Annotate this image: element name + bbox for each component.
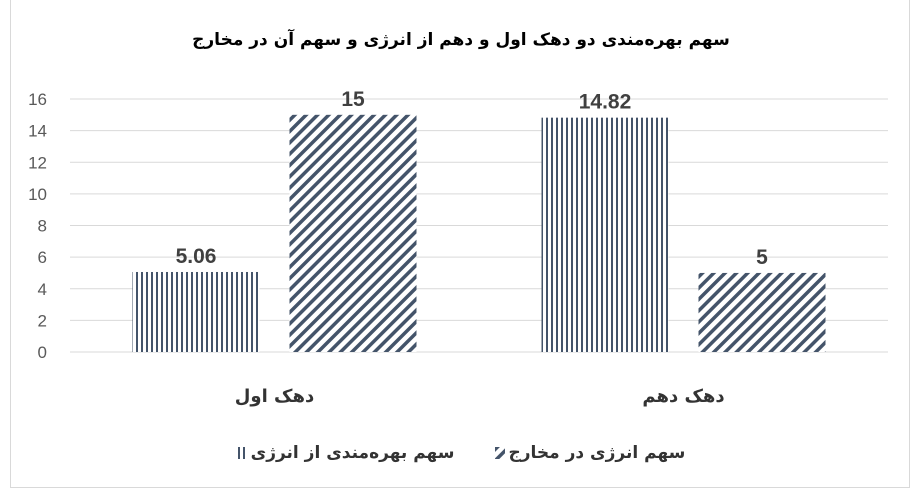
bar [541, 117, 669, 352]
data-label: 5.06 [176, 245, 217, 268]
bar [698, 272, 826, 352]
y-tick-label: 10 [28, 185, 47, 204]
y-tick-label: 14 [28, 122, 47, 141]
chart-title: سهم بهره‌مندی دو دهک اول و دهم از انرژی … [192, 30, 730, 50]
data-label: 15 [341, 88, 365, 111]
legend-label: سهم انرژی در مخارج [508, 443, 686, 463]
legend-item-series-1: سهم بهره‌مندی از انرژی [236, 443, 455, 463]
y-tick-label: 12 [28, 153, 47, 172]
diagonal-pattern-swatch-icon [494, 447, 505, 459]
data-label: 5 [756, 246, 768, 269]
y-tick-label: 4 [38, 280, 47, 299]
x-category-label: دهک دهم [642, 386, 724, 407]
y-tick-label: 2 [38, 311, 47, 330]
legend: سهم انرژی در مخارج سهم بهره‌مندی از انرژ… [0, 443, 922, 463]
chart-frame [10, 0, 910, 488]
y-tick-label: 16 [28, 90, 47, 109]
legend-label: سهم بهره‌مندی از انرژی [250, 443, 455, 463]
data-label: 14.82 [579, 91, 632, 114]
y-tick-label: 0 [38, 343, 47, 362]
bar [289, 114, 417, 352]
y-tick-label: 6 [38, 248, 47, 267]
y-tick-label: 8 [38, 217, 47, 236]
vertical-pattern-swatch-icon [236, 447, 247, 459]
x-category-label: دهک اول [235, 386, 314, 407]
legend-item-series-2: سهم انرژی در مخارج [494, 443, 686, 463]
bar [132, 271, 260, 352]
